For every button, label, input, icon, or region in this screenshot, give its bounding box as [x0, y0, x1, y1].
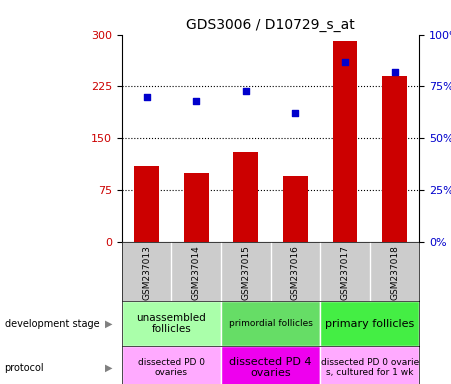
- Bar: [283, 176, 308, 242]
- Bar: [382, 76, 407, 242]
- Text: ▶: ▶: [105, 362, 112, 373]
- Text: development stage: development stage: [5, 318, 99, 329]
- Point: [193, 98, 200, 104]
- Text: primordial follicles: primordial follicles: [229, 319, 313, 328]
- Bar: [221, 346, 320, 384]
- Text: dissected PD 0 ovarie
s, cultured for 1 wk: dissected PD 0 ovarie s, cultured for 1 …: [321, 358, 419, 377]
- Text: GSM237015: GSM237015: [241, 245, 250, 300]
- Point: [143, 94, 150, 100]
- Text: GSM237018: GSM237018: [390, 245, 399, 300]
- Bar: [332, 41, 357, 242]
- Point: [242, 88, 249, 94]
- Text: dissected PD 0
ovaries: dissected PD 0 ovaries: [138, 358, 205, 377]
- Bar: [320, 301, 419, 346]
- Text: GSM237016: GSM237016: [291, 245, 300, 300]
- Bar: [122, 346, 221, 384]
- Text: GSM237017: GSM237017: [341, 245, 350, 300]
- Title: GDS3006 / D10729_s_at: GDS3006 / D10729_s_at: [186, 18, 355, 32]
- Bar: [221, 301, 320, 346]
- Text: protocol: protocol: [5, 362, 44, 373]
- Bar: [234, 152, 258, 242]
- Point: [391, 69, 398, 75]
- Point: [292, 110, 299, 116]
- Point: [341, 58, 349, 65]
- Text: dissected PD 4
ovaries: dissected PD 4 ovaries: [230, 357, 312, 379]
- Text: ▶: ▶: [105, 318, 112, 329]
- Bar: [320, 346, 419, 384]
- Text: GSM237014: GSM237014: [192, 245, 201, 300]
- Bar: [184, 173, 209, 242]
- Text: GSM237013: GSM237013: [142, 245, 151, 300]
- Bar: [122, 301, 221, 346]
- Bar: [134, 166, 159, 242]
- Text: unassembled
follicles: unassembled follicles: [137, 313, 206, 334]
- Text: primary follicles: primary follicles: [325, 318, 414, 329]
